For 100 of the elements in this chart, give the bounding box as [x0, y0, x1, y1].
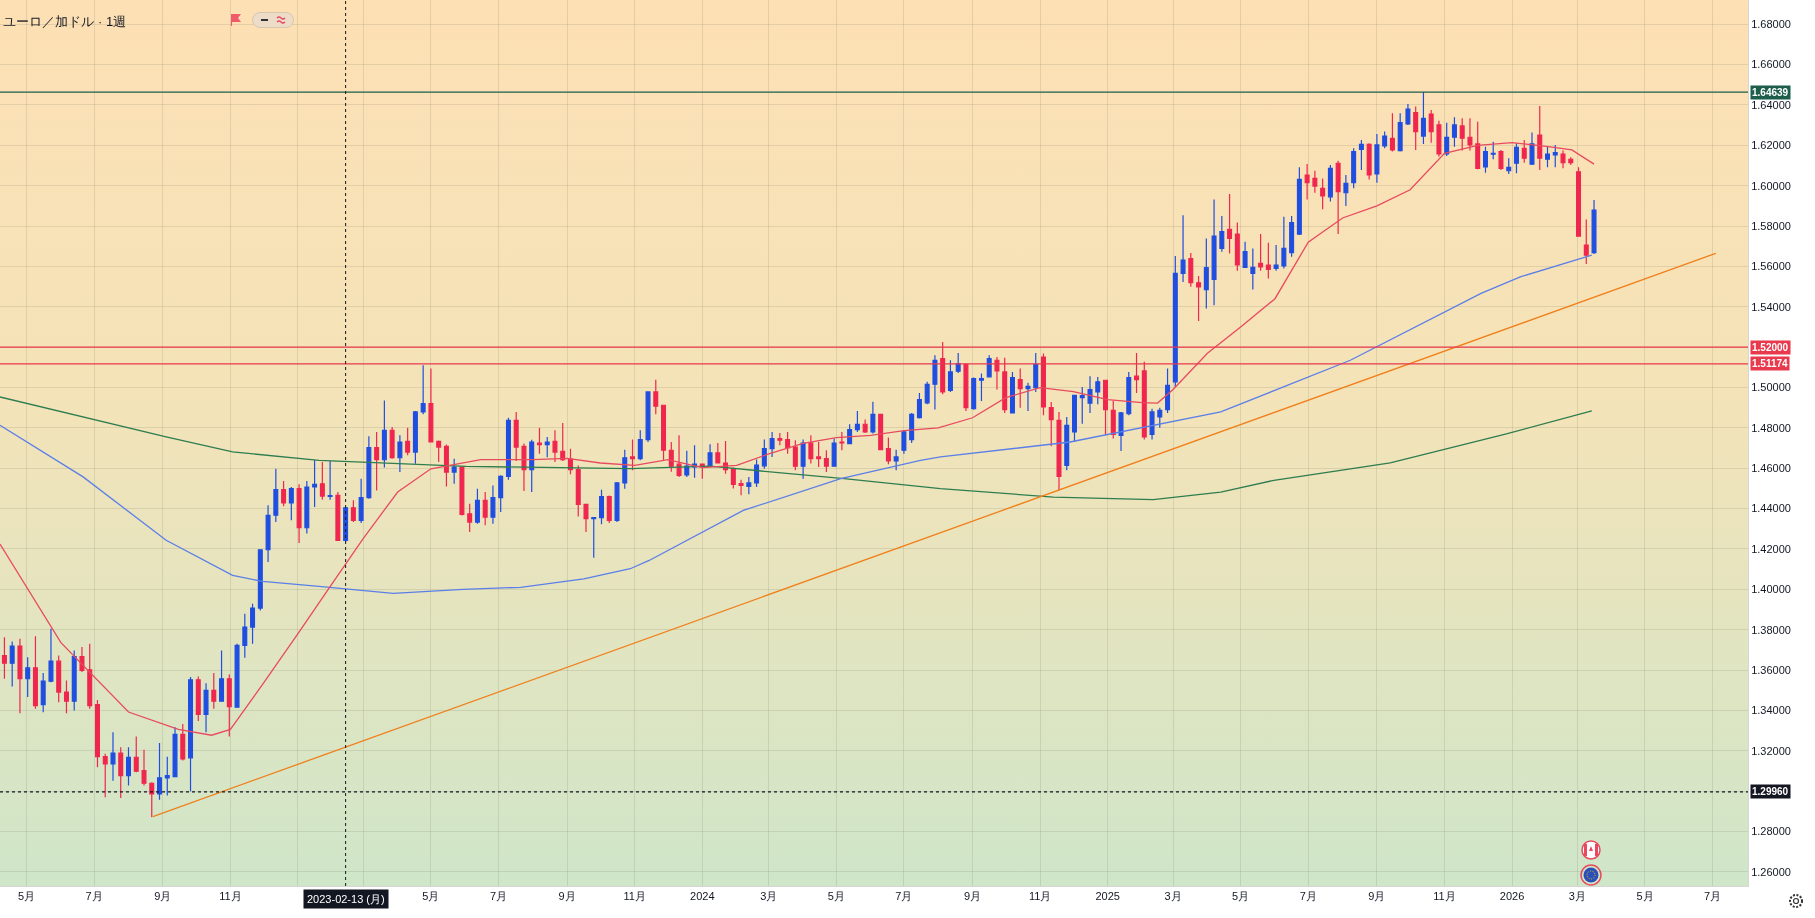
candlestick: [1157, 407, 1163, 429]
candlestick: [529, 439, 535, 493]
candlestick: [909, 412, 915, 444]
candlestick: [157, 742, 163, 801]
y-tick-label: 1.48000: [1751, 421, 1791, 434]
candlestick: [1413, 105, 1419, 151]
candlestick: [1126, 371, 1132, 416]
candlestick: [1506, 157, 1512, 175]
x-tick-label: 7月: [895, 890, 913, 903]
ref-line-label: 1.64639: [1752, 87, 1789, 98]
candlestick: [738, 479, 744, 496]
candlestick: [1134, 352, 1140, 394]
candlestick: [1335, 160, 1341, 235]
candlestick: [645, 391, 651, 443]
line-series: [0, 142, 1595, 736]
x-tick-label: 5月: [18, 890, 36, 903]
candlestick: [560, 422, 566, 462]
candlestick: [1560, 149, 1566, 169]
candlestick: [870, 401, 876, 435]
candlestick: [397, 434, 403, 473]
candlestick: [273, 468, 279, 523]
candlestick: [405, 427, 411, 456]
candlestick: [947, 359, 953, 393]
candlestick: [1165, 367, 1171, 414]
candlestick: [467, 503, 473, 533]
y-tick-label: 1.32000: [1751, 744, 1791, 757]
x-tick-label: 11月: [1028, 890, 1052, 903]
candlestick: [1537, 105, 1543, 171]
candlestick: [102, 753, 108, 798]
candlestick: [412, 410, 418, 465]
candlestick: [1459, 117, 1465, 152]
candlestick: [862, 418, 868, 434]
candlestick: [17, 638, 23, 714]
line-series: [0, 396, 1593, 501]
candlestick: [854, 410, 860, 433]
x-tick-label: 9月: [1368, 890, 1386, 903]
candlestick: [715, 442, 721, 465]
candlestick: [1219, 215, 1225, 253]
candlestick: [1033, 352, 1039, 393]
candlestick: [1234, 222, 1240, 272]
candlestick: [1141, 361, 1147, 441]
x-tick-label: 9月: [154, 890, 172, 903]
candlestick: [1265, 242, 1271, 280]
candlestick: [1382, 130, 1388, 149]
candlestick: [257, 549, 263, 612]
candlestick: [327, 460, 333, 501]
candlestick: [141, 749, 147, 787]
x-tick-label: 11月: [1433, 890, 1456, 903]
candlestick: [71, 649, 77, 712]
candlestick: [126, 746, 131, 787]
y-tick-label: 1.26000: [1751, 865, 1791, 878]
candlestick: [296, 483, 302, 544]
candlestick: [1196, 275, 1202, 322]
candlestick: [226, 673, 232, 738]
candlestick: [40, 672, 46, 713]
candlestick: [188, 676, 194, 792]
candlestick: [878, 413, 884, 451]
candlestick: [800, 438, 806, 480]
y-tick-label: 1.58000: [1751, 219, 1791, 232]
candlestick: [730, 467, 736, 490]
candlestick: [281, 480, 287, 507]
candlestick: [110, 731, 116, 782]
candlestick: [676, 434, 682, 478]
y-tick-label: 1.34000: [1751, 704, 1791, 717]
candlestick: [978, 372, 984, 402]
candlestick: [1048, 401, 1054, 447]
candlestick: [288, 486, 294, 521]
candlestick: [1095, 376, 1101, 405]
y-tick-label: 1.44000: [1751, 502, 1791, 515]
x-tick-label: 3月: [760, 890, 778, 903]
x-tick-label: 5月: [422, 890, 440, 903]
candlestick: [1591, 199, 1597, 255]
candlestick: [661, 404, 667, 461]
candlestick: [25, 656, 31, 698]
candlestick: [707, 443, 713, 468]
candlestick: [614, 481, 620, 523]
candlestick: [250, 603, 256, 645]
candlestick: [381, 399, 387, 469]
candlestick: [1072, 394, 1077, 443]
candlestick: [1405, 103, 1411, 126]
x-tick-label: 5月: [1636, 890, 1654, 903]
x-tick-label: 5月: [827, 890, 845, 903]
candlestick: [451, 458, 457, 485]
candlestick: [1521, 139, 1527, 164]
y-tick-label: 1.56000: [1751, 260, 1791, 273]
candlestick: [1203, 237, 1209, 310]
candlestick: [133, 735, 139, 773]
candlestick: [319, 461, 325, 501]
text: ユーロ／加ドル · 1週: [3, 13, 127, 29]
candlestick: [769, 431, 775, 458]
candlestick: [816, 441, 822, 468]
ref-line-label: 2023-02-13 (月): [307, 893, 385, 905]
candlestick: [1583, 218, 1589, 265]
candlestick: [754, 458, 760, 488]
ref-line-label: 1.51174: [1752, 358, 1789, 369]
x-tick-label: 9月: [964, 890, 982, 903]
candlestick: [583, 503, 589, 533]
candlestick: [924, 381, 930, 405]
candlestick: [792, 439, 798, 471]
candlestick: [591, 516, 597, 559]
